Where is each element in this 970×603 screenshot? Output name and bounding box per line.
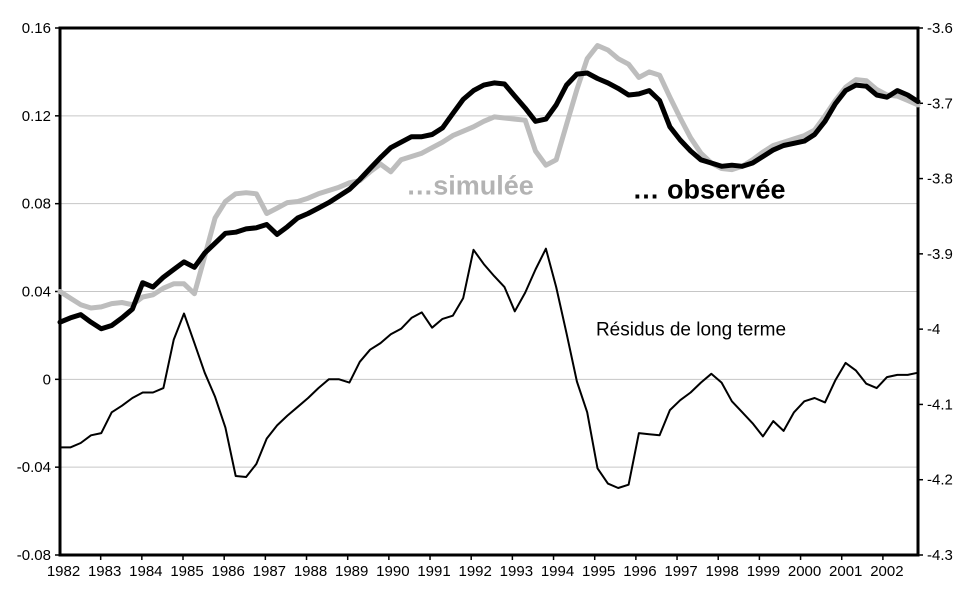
x-axis-tick-label: 2002	[870, 563, 903, 580]
x-axis-tick-label: 1982	[47, 563, 80, 580]
x-axis-tick-label: 1994	[541, 563, 574, 580]
y-axis-tick-label-left: 0.16	[22, 20, 51, 37]
series-line-simulee	[57, 43, 921, 311]
x-axis-tick-label: 1984	[129, 563, 162, 580]
x-axis-tick-label: 1987	[253, 563, 286, 580]
y-axis-tick-label-left: -0.08	[17, 547, 51, 564]
y-axis-tick-label-right: -3.8	[927, 171, 953, 188]
y-axis-tick-label-right: -4	[927, 321, 940, 338]
series-label-simulee: …simulée	[406, 170, 534, 201]
series-label-residus: Résidus de long terme	[595, 319, 787, 341]
x-axis-tick-label: 1991	[417, 563, 450, 580]
x-axis-tick-label: 1986	[211, 563, 244, 580]
y-axis-tick-label-right: -4.2	[927, 472, 953, 489]
series-label-observee: … observée	[632, 174, 786, 205]
x-axis-tick-label: 1985	[170, 563, 203, 580]
x-axis-tick-label: 1995	[582, 563, 615, 580]
series-line-observee	[57, 70, 921, 332]
x-axis-tick-label: 1990	[376, 563, 409, 580]
x-axis-tick-label: 1998	[706, 563, 739, 580]
y-axis-tick-label-left: 0.04	[22, 284, 51, 301]
x-axis-tick-label: 1996	[623, 563, 656, 580]
x-axis-tick-label: 1999	[747, 563, 780, 580]
x-axis-tick-label: 1992	[459, 563, 492, 580]
x-axis-tick-label: 1989	[335, 563, 368, 580]
x-axis-tick-label: 2000	[788, 563, 821, 580]
y-axis-tick-label-right: -3.7	[927, 95, 953, 112]
y-axis-tick-label-right: -4.1	[927, 396, 953, 413]
x-axis-tick-label: 1988	[294, 563, 327, 580]
series-line-residus	[59, 247, 919, 489]
y-axis-tick-label-left: 0	[43, 371, 51, 388]
y-axis-tick-label-right: -3.9	[927, 246, 953, 263]
y-axis-tick-label-left: 0.12	[22, 108, 51, 125]
x-axis-tick-label: 1997	[664, 563, 697, 580]
y-axis-tick-label-right: -4.3	[927, 547, 953, 564]
y-axis-tick-label-right: -3.6	[927, 20, 953, 37]
y-axis-tick-label-left: 0.08	[22, 196, 51, 213]
x-axis-tick-label: 1983	[88, 563, 121, 580]
x-axis-tick-label: 2001	[829, 563, 862, 580]
x-axis-tick-label: 1993	[500, 563, 533, 580]
y-axis-tick-label-left: -0.04	[17, 459, 51, 476]
